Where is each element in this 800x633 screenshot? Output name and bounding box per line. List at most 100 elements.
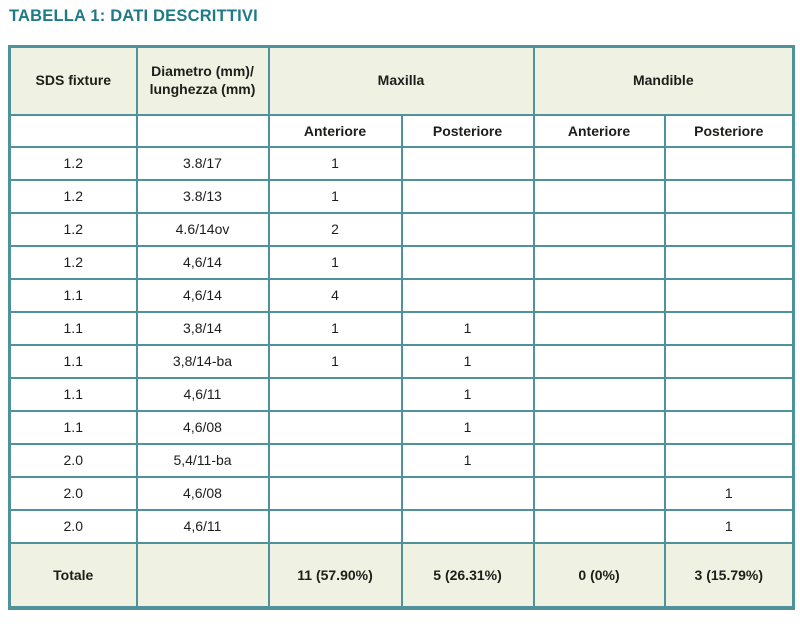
cell-sds: 2.0 — [8, 442, 138, 478]
cell-sds: 1.1 — [8, 310, 138, 346]
cell-maxilla-anteriore: 1 — [267, 145, 403, 181]
cell-maxilla-posteriore: 1 — [400, 343, 535, 379]
cell-mandible-anteriore — [532, 211, 666, 247]
cell-mandible-anteriore — [532, 376, 666, 412]
cell-diam: 3.8/17 — [135, 145, 270, 181]
cell-maxilla-anteriore — [267, 508, 403, 544]
header-diametro-line2: lunghezza (mm) — [149, 80, 256, 97]
total-row: Totale 11 (57.90%) 5 (26.31%) 0 (0%) 3 (… — [8, 541, 795, 609]
cell-mandible-posteriore — [663, 310, 795, 346]
header-sub-row: Anteriore Posteriore Anteriore Posterior… — [8, 113, 795, 148]
cell-mandible-anteriore — [532, 244, 666, 280]
header-sds-fixture: SDS fixture — [8, 45, 138, 116]
cell-sds: 1.1 — [8, 343, 138, 379]
cell-mandible-anteriore — [532, 409, 666, 445]
table-row: 1.2 3.8/17 1 — [8, 145, 795, 181]
cell-mandible-posteriore — [663, 376, 795, 412]
cell-sds: 1.2 — [8, 244, 138, 280]
header-mandible-posteriore: Posteriore — [663, 113, 795, 148]
cell-maxilla-posteriore — [400, 277, 535, 313]
total-maxilla-posteriore: 5 (26.31%) — [400, 541, 535, 609]
table-row: 2.0 4,6/08 1 — [8, 475, 795, 511]
cell-maxilla-posteriore: 1 — [400, 442, 535, 478]
cell-mandible-posteriore: 1 — [663, 508, 795, 544]
cell-sds: 2.0 — [8, 475, 138, 511]
cell-sds: 1.1 — [8, 409, 138, 445]
cell-maxilla-anteriore: 4 — [267, 277, 403, 313]
header-empty-sds-cell — [8, 113, 138, 148]
table-row: 1.1 4,6/11 1 — [8, 376, 795, 412]
header-group-row: SDS fixture Diametro (mm)/ lunghezza (mm… — [8, 45, 795, 116]
cell-diam: 4,6/14 — [135, 277, 270, 313]
cell-diam: 3.8/13 — [135, 178, 270, 214]
table-row: 1.1 4,6/08 1 — [8, 409, 795, 445]
cell-mandible-posteriore — [663, 244, 795, 280]
table-body: 1.2 3.8/17 1 1.2 3.8/13 1 1.2 4.6/14ov 2 — [8, 145, 795, 544]
cell-diam: 4,6/08 — [135, 409, 270, 445]
cell-mandible-anteriore — [532, 145, 666, 181]
total-maxilla-anteriore: 11 (57.90%) — [267, 541, 403, 609]
table-caption: TABELLA 1: DATI DESCRITTIVI — [9, 7, 258, 25]
cell-maxilla-anteriore — [267, 442, 403, 478]
cell-sds: 1.2 — [8, 211, 138, 247]
table-row: 1.2 4,6/14 1 — [8, 244, 795, 280]
cell-mandible-anteriore — [532, 178, 666, 214]
header-diametro-line1: Diametro (mm)/ — [151, 63, 254, 80]
cell-mandible-posteriore — [663, 442, 795, 478]
cell-mandible-posteriore — [663, 409, 795, 445]
cell-mandible-posteriore — [663, 277, 795, 313]
cell-maxilla-posteriore: 1 — [400, 409, 535, 445]
cell-maxilla-anteriore: 1 — [267, 244, 403, 280]
cell-sds: 2.0 — [8, 508, 138, 544]
cell-diam: 3,8/14-ba — [135, 343, 270, 379]
table-footer: Totale 11 (57.90%) 5 (26.31%) 0 (0%) 3 (… — [8, 541, 795, 609]
table-row: 2.0 5,4/11-ba 1 — [8, 442, 795, 478]
cell-sds: 1.2 — [8, 178, 138, 214]
table-row: 1.2 3.8/13 1 — [8, 178, 795, 214]
header-maxilla-anteriore: Anteriore — [267, 113, 403, 148]
cell-sds: 1.1 — [8, 376, 138, 412]
table-row: 1.1 4,6/14 4 — [8, 277, 795, 313]
total-mandible-anteriore: 0 (0%) — [532, 541, 666, 609]
cell-diam: 4.6/14ov — [135, 211, 270, 247]
cell-diam: 4,6/14 — [135, 244, 270, 280]
descriptive-data-table: SDS fixture Diametro (mm)/ lunghezza (mm… — [8, 44, 796, 610]
cell-diam: 5,4/11-ba — [135, 442, 270, 478]
cell-maxilla-anteriore: 1 — [267, 178, 403, 214]
header-empty-diam-cell — [135, 113, 270, 148]
total-label: Totale — [8, 541, 138, 609]
cell-maxilla-posteriore — [400, 508, 535, 544]
header-mandible-anteriore: Anteriore — [532, 113, 666, 148]
cell-mandible-posteriore — [663, 343, 795, 379]
cell-diam: 3,8/14 — [135, 310, 270, 346]
cell-maxilla-posteriore — [400, 244, 535, 280]
header-maxilla: Maxilla — [267, 45, 535, 116]
cell-mandible-posteriore — [663, 178, 795, 214]
cell-maxilla-anteriore: 1 — [267, 343, 403, 379]
cell-sds: 1.1 — [8, 277, 138, 313]
cell-sds: 1.2 — [8, 145, 138, 181]
cell-mandible-posteriore — [663, 211, 795, 247]
table-row: 1.1 3,8/14 1 1 — [8, 310, 795, 346]
cell-maxilla-posteriore: 1 — [400, 376, 535, 412]
cell-mandible-anteriore — [532, 442, 666, 478]
table-row: 1.1 3,8/14-ba 1 1 — [8, 343, 795, 379]
cell-mandible-anteriore — [532, 475, 666, 511]
cell-maxilla-posteriore: 1 — [400, 310, 535, 346]
cell-mandible-anteriore — [532, 277, 666, 313]
cell-maxilla-anteriore: 2 — [267, 211, 403, 247]
cell-mandible-posteriore — [663, 145, 795, 181]
header-maxilla-posteriore: Posteriore — [400, 113, 535, 148]
cell-maxilla-posteriore — [400, 178, 535, 214]
table-header: SDS fixture Diametro (mm)/ lunghezza (mm… — [8, 45, 795, 148]
cell-maxilla-posteriore — [400, 145, 535, 181]
header-diametro-lunghezza: Diametro (mm)/ lunghezza (mm) — [135, 45, 270, 116]
cell-maxilla-anteriore — [267, 475, 403, 511]
table-row: 1.2 4.6/14ov 2 — [8, 211, 795, 247]
total-empty-diam-cell — [135, 541, 270, 609]
cell-diam: 4,6/11 — [135, 508, 270, 544]
cell-maxilla-anteriore — [267, 376, 403, 412]
cell-maxilla-posteriore — [400, 211, 535, 247]
cell-diam: 4,6/11 — [135, 376, 270, 412]
